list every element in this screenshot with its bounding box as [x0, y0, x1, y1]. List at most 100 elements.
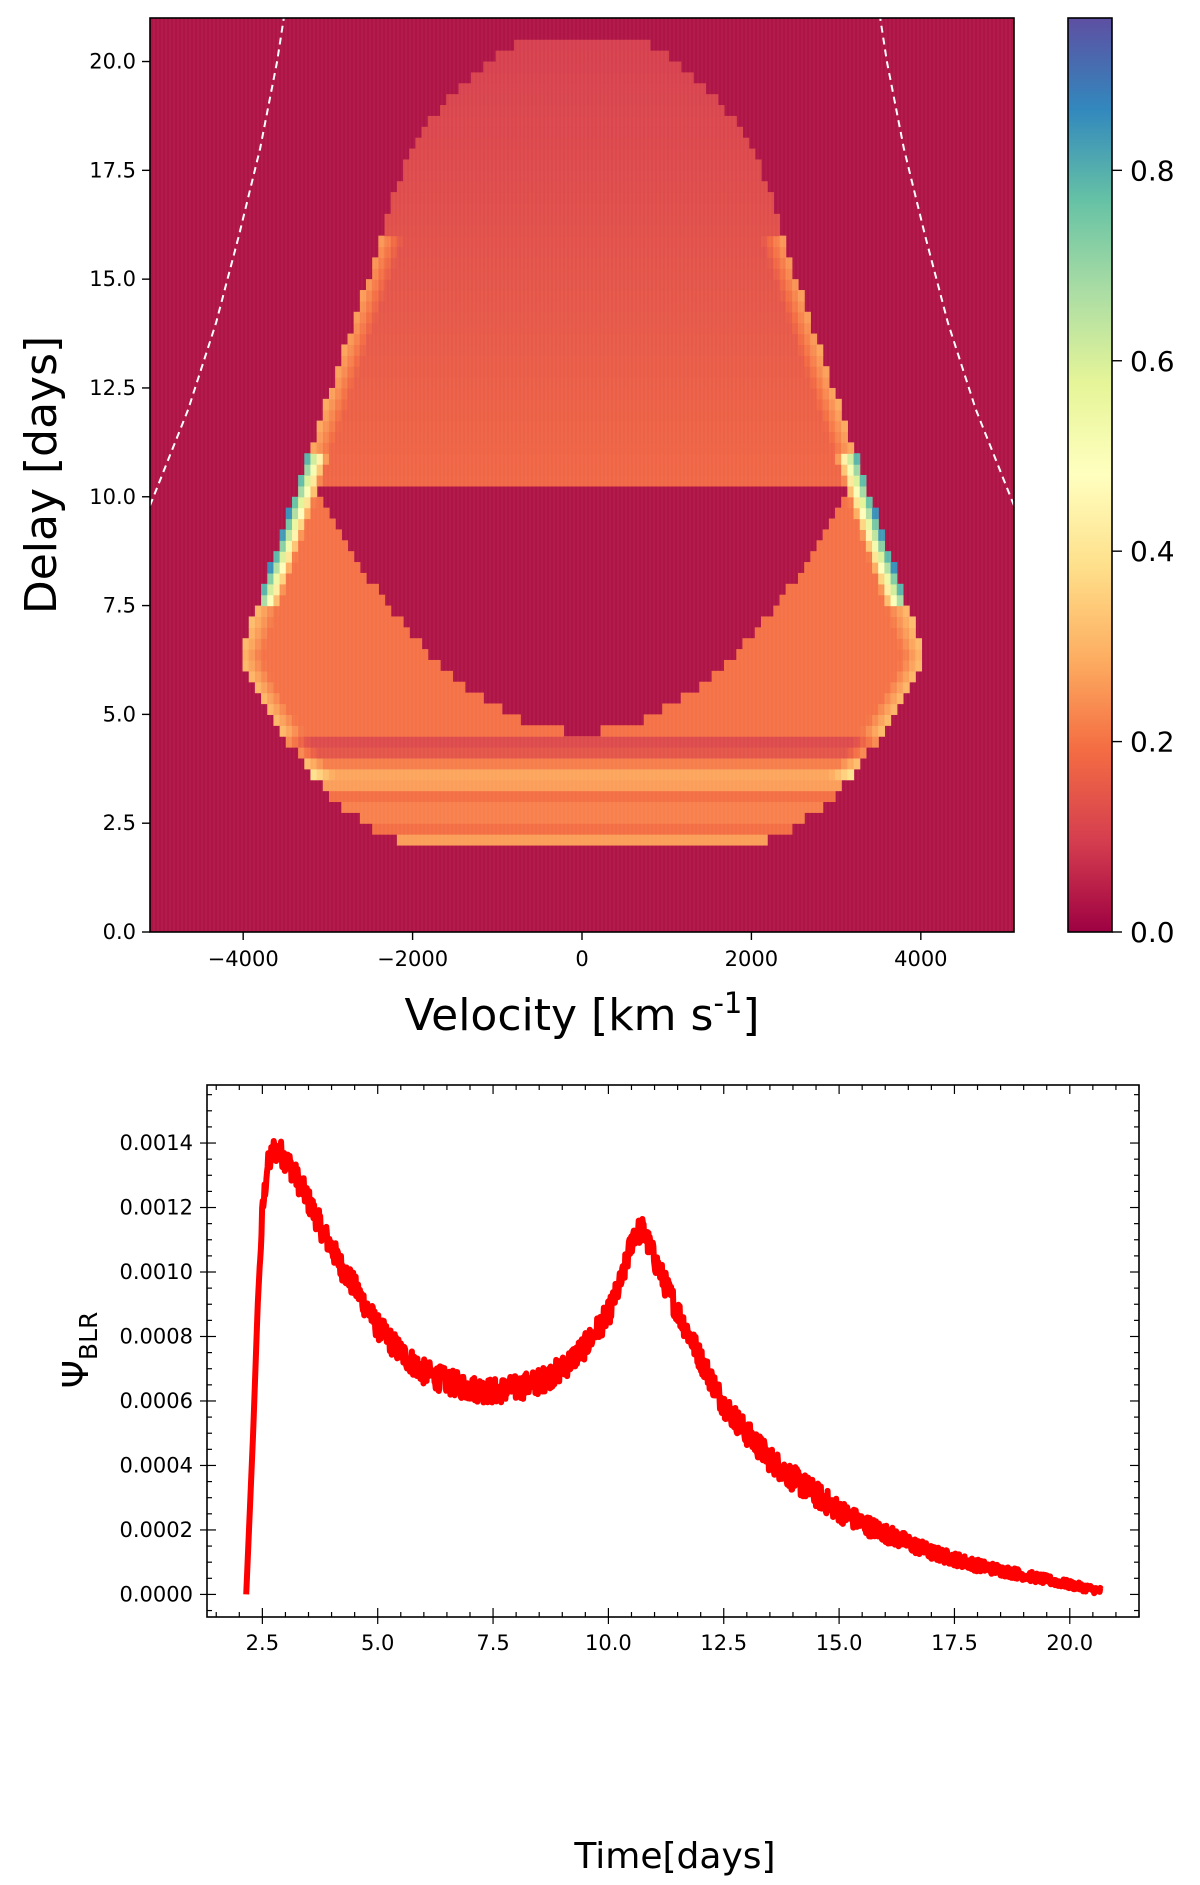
heatmap-cell	[421, 268, 429, 280]
heatmap-cell	[828, 638, 836, 650]
heatmap-cell	[452, 126, 460, 139]
heatmap-cell	[717, 235, 725, 248]
heatmap-cell	[594, 268, 602, 280]
heatmap-cell	[656, 823, 663, 835]
heatmap-cell	[742, 202, 750, 215]
heatmap-cell	[649, 202, 657, 215]
heatmap-cell	[631, 192, 639, 204]
heatmap-cell	[359, 409, 367, 422]
heatmap-cell	[680, 398, 688, 411]
heatmap-cell	[798, 442, 805, 454]
heatmap-cell	[847, 551, 855, 563]
heatmap-cell	[612, 823, 620, 835]
heatmap-cell	[804, 398, 811, 411]
heatmap-cell	[847, 540, 855, 552]
heatmap-cell	[396, 355, 404, 367]
heatmap-cell	[582, 801, 589, 813]
heatmap-cell	[409, 725, 416, 737]
heatmap-cell	[569, 137, 577, 150]
heatmap-cell	[730, 268, 737, 280]
heatmap-cell	[316, 572, 324, 585]
heatmap-cell	[353, 714, 361, 726]
heatmap-cell	[680, 812, 688, 824]
heatmap-cell	[477, 333, 484, 346]
heatmap-cell	[409, 790, 416, 803]
heatmap-cell	[643, 431, 651, 443]
heatmap-cell	[625, 290, 632, 302]
heatmap-cell	[477, 366, 484, 378]
heatmap-cell	[501, 279, 509, 291]
heatmap-cell	[668, 823, 676, 835]
heatmap-cell	[390, 344, 398, 356]
heatmap-cell	[588, 834, 595, 846]
heatmap-cell	[582, 94, 589, 106]
heatmap-cell	[798, 638, 805, 650]
heatmap-cell	[791, 659, 799, 672]
heatmap-cell	[625, 213, 632, 226]
heatmap-cell	[322, 649, 330, 661]
heatmap-cell	[514, 94, 521, 106]
heatmap-cell	[736, 224, 744, 237]
heatmap-cell	[285, 649, 293, 661]
heatmap-cell	[705, 344, 713, 356]
heatmap-cell	[464, 268, 472, 280]
heatmap-cell	[810, 551, 818, 563]
heatmap-cell	[656, 409, 663, 422]
heatmap-cell	[483, 801, 491, 813]
heatmap-cell	[483, 72, 491, 84]
heatmap-cell	[680, 148, 688, 161]
heatmap-cell	[551, 736, 558, 748]
heatmap-cell	[390, 268, 398, 280]
heatmap-cell	[273, 583, 281, 596]
heatmap-cell	[674, 279, 682, 291]
heatmap-cell	[730, 801, 737, 813]
heatmap-cell	[261, 616, 268, 628]
heatmap-cell	[810, 442, 818, 454]
heatmap-cell	[680, 105, 688, 117]
heatmap-cell	[507, 747, 515, 759]
heatmap-cell	[526, 213, 534, 226]
heatmap-cell	[600, 736, 608, 748]
heatmap-cell	[310, 747, 318, 759]
heatmap-cell	[717, 420, 725, 433]
heatmap-cell	[742, 235, 750, 248]
heatmap-cell	[810, 638, 818, 650]
heatmap-cell	[835, 583, 842, 596]
heatmap-cell	[316, 725, 324, 737]
heatmap-cell	[335, 692, 342, 705]
heatmap-cell	[433, 377, 441, 389]
heatmap-cell	[396, 747, 404, 759]
heatmap-cell	[384, 659, 392, 672]
heatmap-cell	[532, 159, 540, 171]
heatmap-cell	[452, 137, 460, 150]
heatmap-cell	[396, 670, 404, 683]
heatmap-cell	[403, 659, 410, 672]
heatmap-cell	[366, 779, 373, 792]
heatmap-cell	[569, 453, 577, 465]
heatmap-cell	[390, 801, 398, 813]
heatmap-cell	[680, 453, 688, 465]
heatmap-cell	[631, 105, 639, 117]
heatmap-cell	[328, 736, 336, 748]
heatmap-cell	[359, 333, 367, 346]
heatmap-cell	[477, 170, 484, 182]
heatmap-cell	[396, 268, 404, 280]
heatmap-cell	[470, 192, 478, 204]
heatmap-cell	[446, 714, 453, 726]
heatmap-cell	[841, 507, 848, 520]
heatmap-cell	[390, 333, 398, 346]
heatmap-cell	[619, 94, 626, 106]
heatmap-cell	[822, 638, 830, 650]
heatmap-cell	[446, 768, 453, 781]
heatmap-cell	[865, 681, 873, 694]
heatmap-cell	[674, 355, 682, 367]
heatmap-cell	[464, 725, 472, 737]
heatmap-cell	[631, 181, 639, 193]
heatmap-cell	[384, 779, 392, 792]
heatmap-cell	[489, 170, 497, 182]
heatmap-cell	[366, 736, 373, 748]
heatmap-cell	[649, 72, 657, 84]
heatmap-cell	[347, 475, 355, 487]
heatmap-cell	[396, 279, 404, 291]
heatmap-cell	[859, 659, 867, 672]
